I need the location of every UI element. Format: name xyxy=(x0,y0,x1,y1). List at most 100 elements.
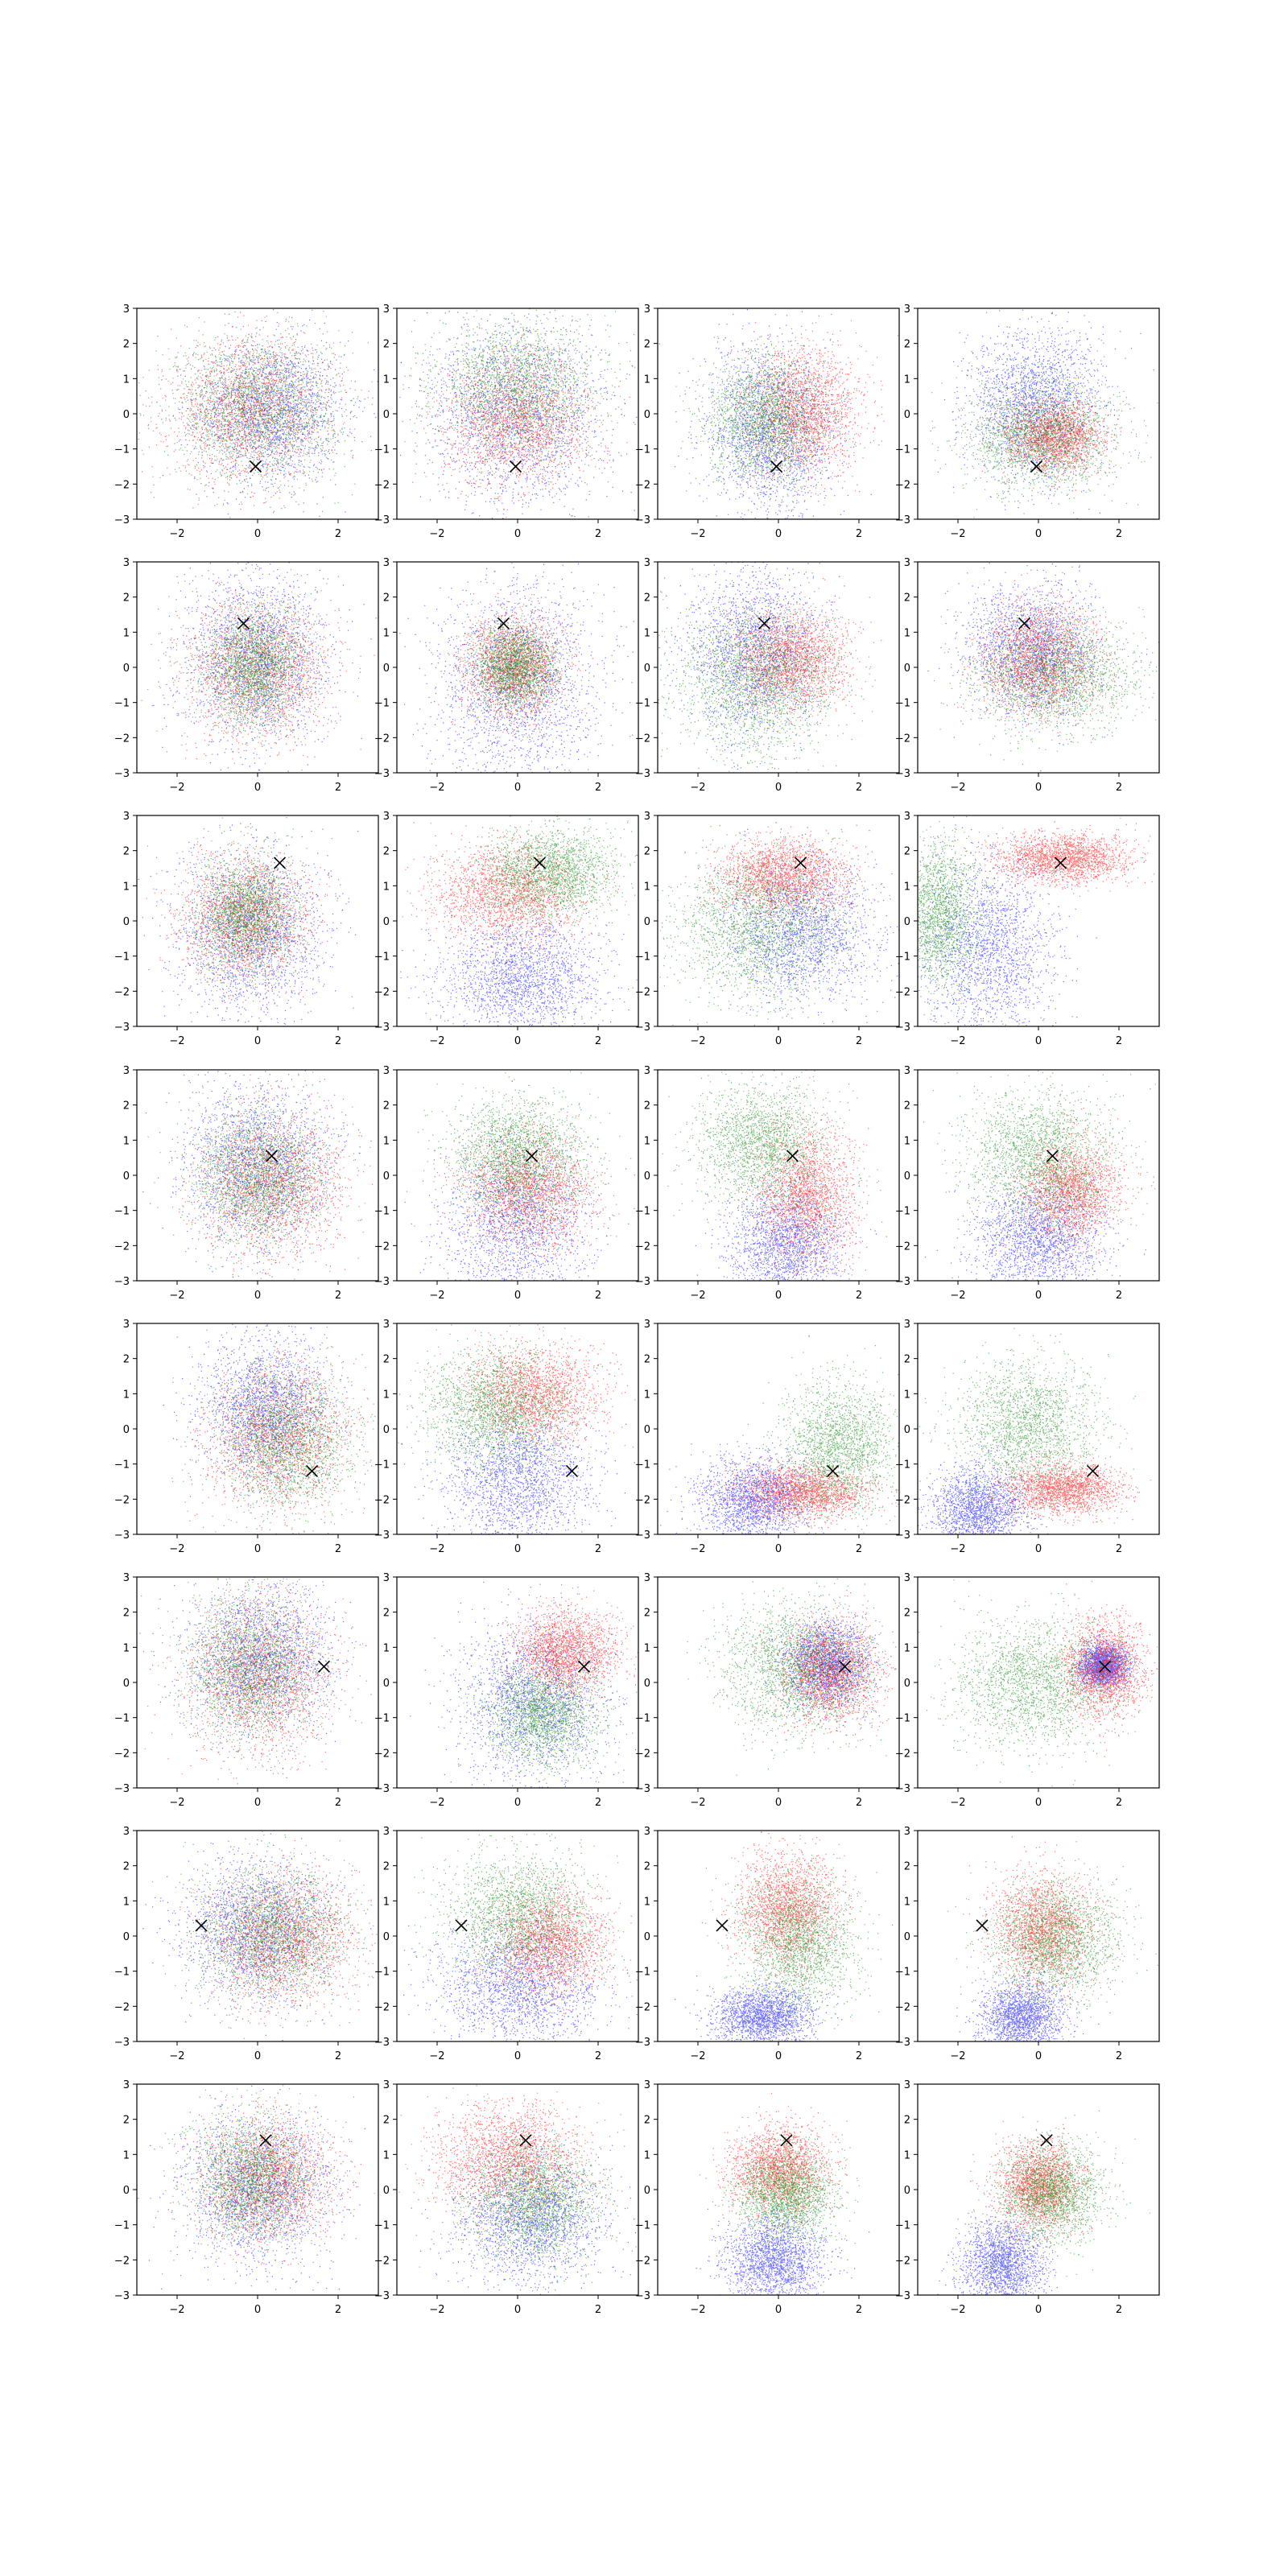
x-tick-label: 2 xyxy=(856,2304,862,2316)
x-tick-label: −2 xyxy=(950,2304,965,2316)
y-tick-label: 1 xyxy=(904,881,910,893)
y-tick-label: 0 xyxy=(644,916,650,928)
y-tick-label: 3 xyxy=(123,2079,130,2091)
y-tick-label: 1 xyxy=(644,2149,650,2161)
y-tick-label: 2 xyxy=(904,1608,910,1620)
y-tick-label: −1 xyxy=(635,444,650,456)
y-tick-label: 2 xyxy=(644,2115,650,2127)
x-tick-label: 2 xyxy=(335,2050,341,2062)
y-tick-label: 2 xyxy=(644,1608,650,1620)
y-tick-label: −2 xyxy=(374,1748,390,1760)
x-tick-label: 2 xyxy=(1116,782,1122,794)
x-tick-label: 2 xyxy=(595,1035,601,1047)
y-tick-label: −3 xyxy=(114,514,130,526)
x-tick-label: 2 xyxy=(335,782,341,794)
y-tick-label: −3 xyxy=(374,2290,390,2302)
x-tick-label: 2 xyxy=(595,2050,601,2062)
x-tick-label: −2 xyxy=(690,2304,705,2316)
x-tick-label: 0 xyxy=(514,1035,521,1047)
y-tick-label: −1 xyxy=(895,444,910,456)
x-tick-label: 0 xyxy=(254,1290,261,1302)
y-tick-label: 2 xyxy=(123,846,130,858)
x-tick-label: 2 xyxy=(335,1035,341,1047)
y-tick-label: −3 xyxy=(374,1022,390,1034)
y-tick-label: −1 xyxy=(635,2220,650,2232)
y-tick-label: −3 xyxy=(895,1276,910,1288)
y-tick-label: 2 xyxy=(644,1100,650,1113)
x-tick-label: 2 xyxy=(856,2050,862,2062)
y-tick-label: 2 xyxy=(644,1354,650,1366)
y-tick-label: −2 xyxy=(374,1241,390,1253)
x-tick-label: −2 xyxy=(690,1035,705,1047)
x-tick-label: 0 xyxy=(514,2050,521,2062)
x-tick-label: 0 xyxy=(254,1035,261,1047)
x-tick-label: 0 xyxy=(514,1290,521,1302)
y-tick-label: −2 xyxy=(114,733,130,745)
y-tick-label: −1 xyxy=(635,952,650,964)
y-tick-label: 2 xyxy=(644,339,650,351)
y-tick-label: 0 xyxy=(123,916,130,928)
y-tick-label: 1 xyxy=(123,627,130,639)
x-tick-label: 2 xyxy=(335,528,341,540)
y-tick-label: 1 xyxy=(904,1896,910,1908)
x-tick-label: −2 xyxy=(169,1797,184,1809)
x-tick-label: 2 xyxy=(595,2304,601,2316)
x-tick-label: 0 xyxy=(1035,2304,1042,2316)
y-tick-label: 1 xyxy=(904,1642,910,1654)
x-tick-label: −2 xyxy=(690,528,705,540)
y-tick-label: −1 xyxy=(635,1206,650,1218)
y-tick-label: 3 xyxy=(644,557,650,569)
x-tick-label: 0 xyxy=(1035,782,1042,794)
y-tick-label: 1 xyxy=(383,1896,390,1908)
y-tick-label: 2 xyxy=(904,1100,910,1113)
y-tick-label: 2 xyxy=(123,592,130,605)
y-tick-label: −3 xyxy=(635,1276,650,1288)
y-tick-label: −1 xyxy=(374,1967,390,1979)
y-tick-label: −2 xyxy=(374,1494,390,1506)
x-tick-label: 2 xyxy=(1116,1797,1122,1809)
y-tick-label: −1 xyxy=(895,1713,910,1725)
y-tick-label: 2 xyxy=(383,339,390,351)
y-tick-label: 3 xyxy=(644,811,650,823)
y-tick-label: 2 xyxy=(904,1354,910,1366)
x-tick-label: 2 xyxy=(335,1543,341,1555)
x-tick-label: −2 xyxy=(169,1290,184,1302)
x-tick-label: 2 xyxy=(335,2304,341,2316)
y-tick-label: −3 xyxy=(374,514,390,526)
y-tick-label: −1 xyxy=(895,952,910,964)
x-tick-label: −2 xyxy=(950,2050,965,2062)
x-tick-label: −2 xyxy=(169,2050,184,2062)
y-tick-label: 3 xyxy=(123,557,130,569)
x-tick-label: 0 xyxy=(775,528,782,540)
x-tick-label: −2 xyxy=(429,2304,444,2316)
y-tick-label: 3 xyxy=(383,811,390,823)
y-tick-label: −3 xyxy=(114,1022,130,1034)
x-tick-label: −2 xyxy=(429,1290,444,1302)
y-tick-label: 0 xyxy=(123,409,130,421)
y-tick-label: −1 xyxy=(374,1713,390,1725)
x-tick-label: 0 xyxy=(775,782,782,794)
y-tick-label: −2 xyxy=(374,2001,390,2013)
y-tick-label: 3 xyxy=(383,557,390,569)
x-tick-label: 2 xyxy=(1116,2304,1122,2316)
y-tick-label: 3 xyxy=(383,1319,390,1331)
x-tick-label: −2 xyxy=(169,528,184,540)
y-tick-label: 3 xyxy=(123,303,130,316)
y-tick-label: 0 xyxy=(383,1931,390,1943)
y-tick-label: −1 xyxy=(114,444,130,456)
y-tick-label: 1 xyxy=(644,1389,650,1401)
y-tick-label: 1 xyxy=(644,627,650,639)
y-tick-label: −2 xyxy=(895,1748,910,1760)
y-tick-label: −1 xyxy=(374,444,390,456)
y-tick-label: 3 xyxy=(904,811,910,823)
x-tick-label: −2 xyxy=(429,2050,444,2062)
y-tick-label: −1 xyxy=(114,1459,130,1472)
y-tick-label: 3 xyxy=(904,557,910,569)
y-tick-label: 2 xyxy=(904,846,910,858)
y-tick-label: 1 xyxy=(644,374,650,386)
x-tick-label: 0 xyxy=(254,528,261,540)
y-tick-label: 0 xyxy=(904,2185,910,2197)
y-tick-label: −2 xyxy=(895,1241,910,1253)
y-tick-label: 2 xyxy=(123,1861,130,1873)
